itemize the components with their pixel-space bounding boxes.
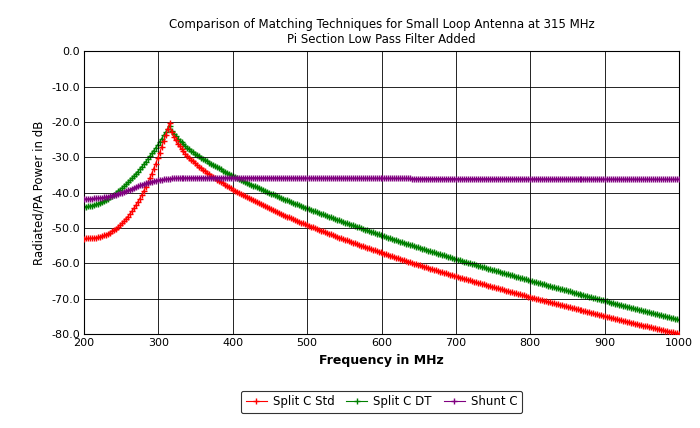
Shunt C xyxy=(583,177,592,182)
Split C Std xyxy=(446,272,454,277)
Split C Std xyxy=(434,268,442,273)
X-axis label: Frequency in MHz: Frequency in MHz xyxy=(319,354,444,366)
Shunt C xyxy=(436,176,445,181)
Shunt C xyxy=(675,177,683,182)
Split C Std xyxy=(80,236,88,241)
Line: Split C Std: Split C Std xyxy=(81,120,682,336)
Split C DT xyxy=(446,255,454,260)
Shunt C xyxy=(82,196,90,202)
Line: Shunt C: Shunt C xyxy=(81,175,682,202)
Split C Std xyxy=(621,319,629,324)
Split C DT xyxy=(434,251,442,256)
Y-axis label: Radiated/PA Power in dB: Radiated/PA Power in dB xyxy=(32,120,46,265)
Shunt C xyxy=(205,175,214,180)
Line: Split C DT: Split C DT xyxy=(81,123,682,322)
Shunt C xyxy=(434,176,442,181)
Split C Std xyxy=(583,309,592,315)
Split C Std xyxy=(82,236,90,241)
Split C DT xyxy=(621,303,629,309)
Shunt C xyxy=(80,196,88,202)
Split C DT xyxy=(583,294,592,299)
Split C Std xyxy=(675,331,683,336)
Shunt C xyxy=(446,176,454,181)
Split C Std xyxy=(436,269,445,274)
Title: Comparison of Matching Techniques for Small Loop Antenna at 315 MHz
Pi Section L: Comparison of Matching Techniques for Sm… xyxy=(169,18,594,46)
Split C DT xyxy=(675,317,683,322)
Split C DT xyxy=(436,252,445,257)
Split C DT xyxy=(80,204,88,209)
Split C DT xyxy=(165,123,174,128)
Legend: Split C Std, Split C DT, Shunt C: Split C Std, Split C DT, Shunt C xyxy=(241,391,522,413)
Shunt C xyxy=(621,177,629,182)
Split C Std xyxy=(165,121,174,126)
Split C DT xyxy=(82,204,90,209)
